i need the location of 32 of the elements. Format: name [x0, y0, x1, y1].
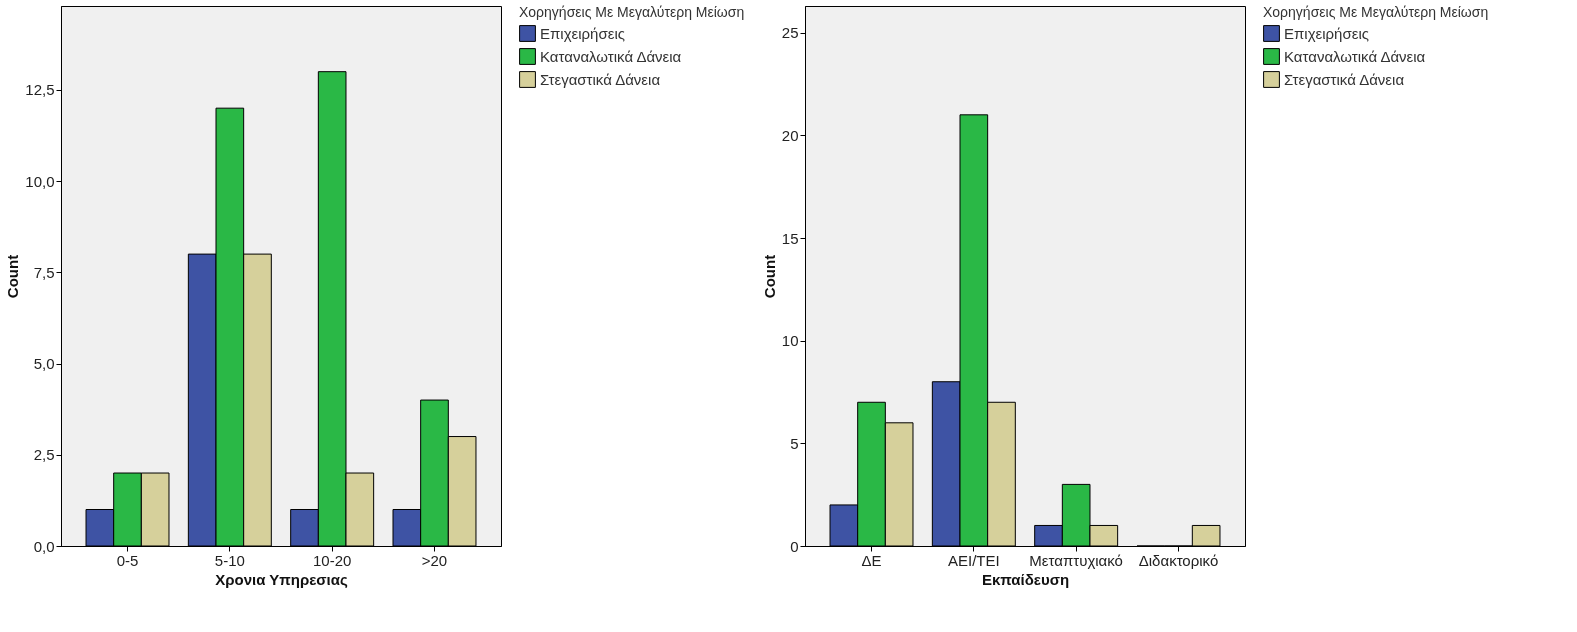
y-tick-label: 0,0 — [33, 537, 55, 555]
y-tick-label: 7,5 — [33, 263, 55, 281]
legend-title: Χορηγήσεις Με Μεγαλύτερη Μείωση — [519, 4, 745, 20]
y-tick-label: 20 — [781, 126, 799, 144]
x-tick-label: ΔΕ — [861, 551, 882, 569]
x-tick-label: ΑΕΙ/ΤΕΙ — [947, 551, 1000, 569]
legend-label: Επιχειρήσεις — [540, 24, 625, 42]
y-axis-title: Count — [4, 254, 22, 299]
legend-label: Στεγαστικά Δάνεια — [540, 70, 661, 88]
x-tick-label: 0-5 — [116, 551, 139, 569]
legend-label: Επιχειρήσεις — [1284, 24, 1369, 42]
legend-label: Στεγαστικά Δάνεια — [1284, 70, 1405, 88]
y-tick-label: 10 — [781, 332, 799, 350]
legend-title: Χορηγήσεις Με Μεγαλύτερη Μείωση — [1263, 4, 1489, 20]
x-tick-label: >20 — [421, 551, 448, 569]
y-tick-label: 25 — [781, 24, 799, 42]
x-tick-label: Μεταπτυχιακό — [1029, 551, 1123, 569]
y-tick-label: 5,0 — [33, 355, 55, 373]
legend-label: Καταναλωτικά Δάνεια — [1284, 47, 1426, 65]
legend-label: Καταναλωτικά Δάνεια — [540, 47, 682, 65]
y-tick-label: 15 — [781, 229, 799, 247]
x-tick-label: Διδακτορικό — [1138, 551, 1219, 569]
x-tick-label: 10-20 — [312, 551, 352, 569]
x-tick-label: 5-10 — [214, 551, 245, 569]
y-tick-label: 5 — [790, 434, 799, 452]
y-tick-label: 0 — [790, 537, 799, 555]
y-tick-label: 10,0 — [25, 172, 55, 190]
x-axis-title: Χρονια Υπηρεσιας — [215, 570, 348, 588]
y-axis-title: Count — [760, 254, 778, 299]
y-tick-label: 2,5 — [33, 446, 55, 464]
x-axis-title: Εκπαίδευση — [981, 570, 1070, 588]
y-tick-label: 12,5 — [25, 81, 55, 99]
